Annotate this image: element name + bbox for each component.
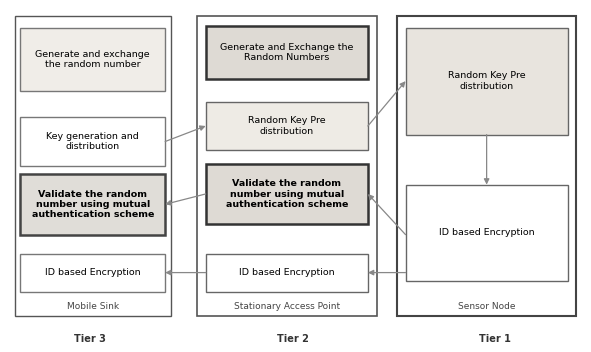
Text: Generate and Exchange the
Random Numbers: Generate and Exchange the Random Numbers (220, 43, 353, 62)
Text: Random Key Pre
distribution: Random Key Pre distribution (248, 116, 326, 136)
Text: Stationary Access Point: Stationary Access Point (234, 302, 340, 311)
Bar (197, 15, 376, 316)
Text: ID based Encryption: ID based Encryption (439, 228, 534, 237)
Bar (206, 102, 368, 150)
Bar (206, 164, 368, 224)
Bar (20, 28, 165, 92)
Text: Validate the random
number using mutual
authentication scheme: Validate the random number using mutual … (31, 190, 154, 219)
Bar (20, 117, 165, 166)
Text: Tier 1: Tier 1 (479, 334, 511, 344)
Text: Tier 2: Tier 2 (277, 334, 309, 344)
Bar (206, 253, 368, 291)
Text: Random Key Pre
distribution: Random Key Pre distribution (448, 71, 525, 91)
Bar (20, 174, 165, 235)
Text: Sensor Node: Sensor Node (458, 302, 515, 311)
Text: Tier 3: Tier 3 (74, 334, 106, 344)
Bar (206, 26, 368, 80)
Text: ID based Encryption: ID based Encryption (239, 268, 335, 277)
Text: Key generation and
distribution: Key generation and distribution (47, 132, 139, 151)
Bar (15, 15, 171, 316)
Bar (20, 253, 165, 291)
Text: Validate the random
number using mutual
authentication scheme: Validate the random number using mutual … (226, 179, 348, 209)
Text: Generate and exchange
the random number: Generate and exchange the random number (35, 50, 150, 69)
Bar (397, 15, 576, 316)
Text: ID based Encryption: ID based Encryption (45, 268, 141, 277)
Bar (405, 184, 568, 281)
Bar (405, 28, 568, 134)
Text: Mobile Sink: Mobile Sink (67, 302, 119, 311)
